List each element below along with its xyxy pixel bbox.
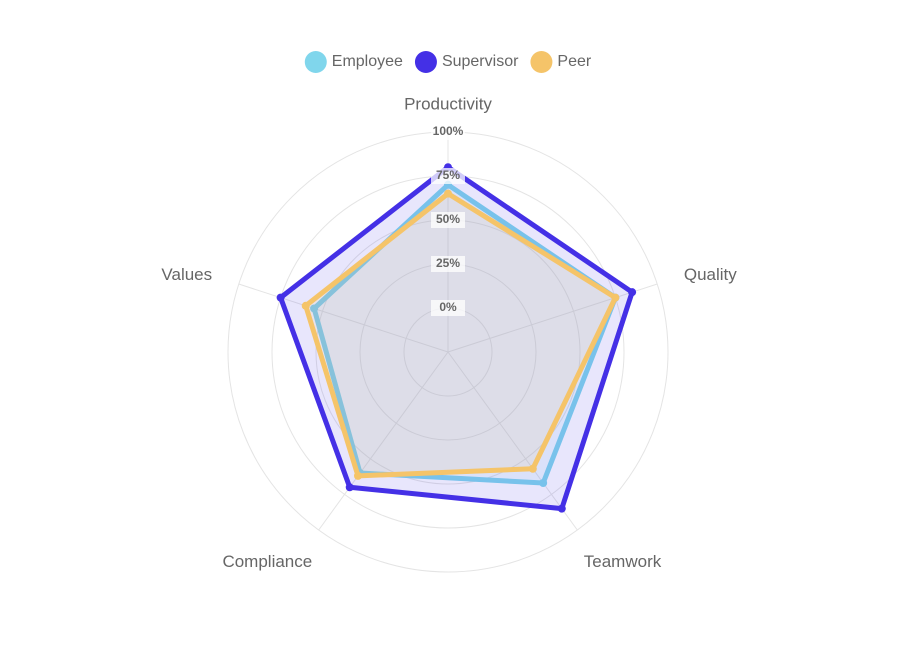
series-area: [303, 191, 618, 479]
data-point: [628, 288, 637, 297]
category-label: Quality: [684, 265, 737, 284]
data-point: [557, 504, 566, 513]
r-tick-label: 100%: [433, 124, 464, 138]
r-tick-label: 50%: [436, 212, 460, 226]
legend-label: Supervisor: [442, 53, 519, 70]
category-label: Productivity: [404, 94, 492, 113]
data-point: [353, 471, 362, 480]
legend-label: Peer: [557, 53, 591, 70]
spoke: [238, 283, 449, 353]
tick-backdrop: [431, 256, 465, 272]
category-label: Values: [161, 265, 212, 284]
legend-marker: [414, 51, 437, 73]
tick-backdrop: [431, 168, 465, 184]
spoke: [447, 351, 578, 531]
data-point: [444, 189, 452, 198]
legend-marker: [530, 51, 553, 73]
legend-label: Employee: [332, 53, 403, 70]
spoke: [318, 351, 449, 531]
r-tick-label: 0%: [439, 300, 457, 314]
data-point: [539, 478, 548, 487]
tick-backdrop: [431, 212, 465, 228]
data-point: [310, 304, 319, 313]
data-point: [528, 464, 537, 473]
data-point: [611, 293, 620, 302]
tick-backdrop: [431, 124, 465, 140]
data-point: [345, 483, 354, 492]
category-label: Teamwork: [584, 552, 662, 571]
category-label: Compliance: [222, 552, 312, 571]
data-point: [276, 293, 285, 302]
legend-marker: [304, 51, 327, 73]
r-tick-label: 75%: [436, 168, 460, 182]
spoke: [447, 283, 658, 353]
legend: Employee Supervisor Peer: [304, 51, 592, 73]
tick-backdrop: [431, 300, 465, 316]
data-point: [301, 301, 310, 310]
r-tick-label: 25%: [436, 256, 460, 270]
